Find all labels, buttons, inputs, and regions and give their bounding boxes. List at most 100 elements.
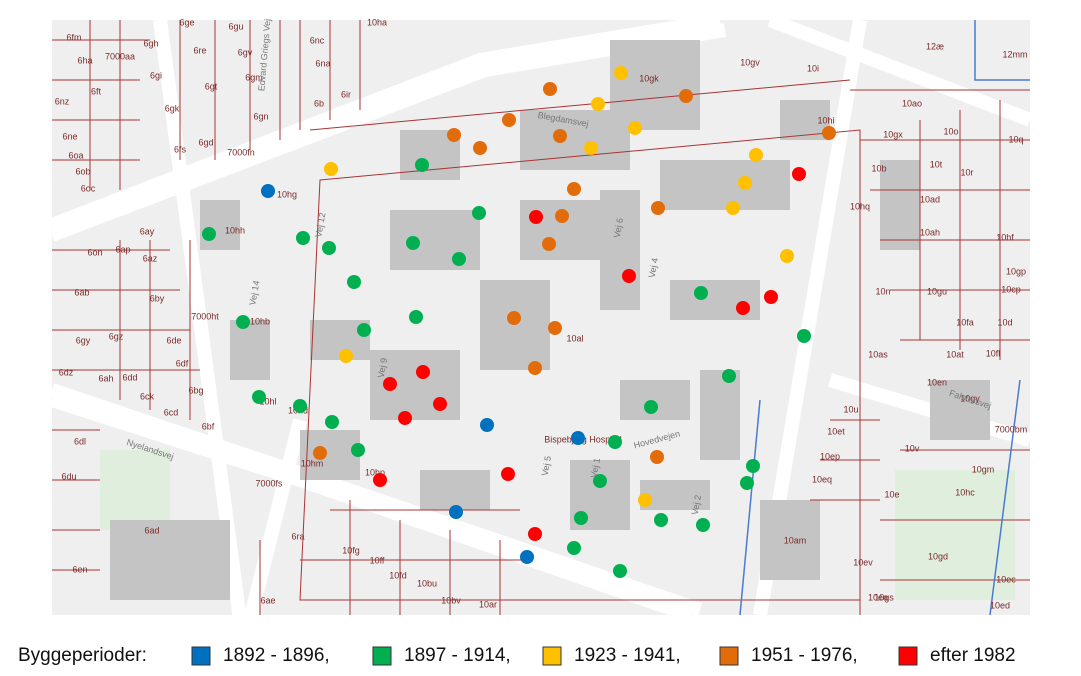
building-dot <box>780 249 794 263</box>
parcel-label: 10et <box>827 426 845 436</box>
building-dot <box>452 252 466 266</box>
parcel-label: 10am <box>784 535 807 545</box>
building-dot <box>679 89 693 103</box>
parcel-label: 6du <box>61 471 76 481</box>
building-dot <box>351 443 365 457</box>
building-dot <box>261 184 275 198</box>
parcel-label: 6ir <box>341 89 351 99</box>
parcel-label: 6ne <box>62 131 77 141</box>
building-dot <box>694 286 708 300</box>
parcel-label: 6gt <box>205 81 218 91</box>
building-dot <box>528 361 542 375</box>
parcel-label: 10ev <box>853 557 873 567</box>
parcel-label: 6re <box>193 45 206 55</box>
building-dot <box>520 550 534 564</box>
building-dot <box>822 126 836 140</box>
parcel-label: 6oc <box>81 183 96 193</box>
legend-swatch <box>542 646 562 666</box>
parcel-label: 6gz <box>109 331 124 341</box>
legend-swatch <box>372 646 392 666</box>
building-dot <box>502 113 516 127</box>
parcel-label: 10cp <box>1001 284 1021 294</box>
parcel-label: 12mm <box>1002 49 1027 59</box>
parcel-label: 6b <box>314 98 324 108</box>
legend-title: Byggeperioder: <box>18 645 147 666</box>
parcel-label: 10hl <box>259 396 276 406</box>
parcel-label: 10q <box>1008 134 1023 144</box>
parcel-label: 7000ht <box>191 311 219 321</box>
parcel-label: 10eq <box>812 474 832 484</box>
parcel-label: 6gd <box>198 137 213 147</box>
legend-swatch <box>898 646 918 666</box>
legend-swatch <box>719 646 739 666</box>
road-label: Vej 14 <box>247 280 261 306</box>
road-label: Vej 9 <box>376 357 389 378</box>
building-dot <box>696 518 710 532</box>
parcel-label: 6ck <box>140 391 155 401</box>
building-dot <box>567 541 581 555</box>
building-dot <box>433 397 447 411</box>
parcel-label: 6ab <box>74 287 89 297</box>
building-dot <box>409 310 423 324</box>
building-dot <box>571 431 585 445</box>
parcel-label: 6ge <box>179 17 194 27</box>
parcel-label: 6de <box>166 335 181 345</box>
road-label: Vej 12 <box>313 212 327 238</box>
parcel-label: 10n <box>875 286 890 296</box>
building-dot <box>543 82 557 96</box>
parcel-label: 6gi <box>150 70 162 80</box>
building-dot <box>293 399 307 413</box>
building-dot <box>584 141 598 155</box>
parcel-label: 10gv <box>740 57 760 67</box>
building-dot <box>613 564 627 578</box>
road-label: Vej 2 <box>690 494 703 515</box>
parcel-label: 10hc <box>955 487 975 497</box>
building-dot <box>593 474 607 488</box>
building-dot <box>614 66 628 80</box>
building-dot <box>722 369 736 383</box>
parcel-label: 10ep <box>820 451 840 461</box>
building-dot <box>574 511 588 525</box>
legend-label: efter 1982 <box>930 645 1016 666</box>
parcel-label: 12æ <box>926 41 944 51</box>
parcel-label: 6df <box>176 358 189 368</box>
building-dot <box>529 210 543 224</box>
parcel-label: 10u <box>843 404 858 414</box>
parcel-label: 10hp <box>365 467 385 477</box>
parcel-label: 10hi <box>817 115 834 125</box>
parcel-label: 6ob <box>75 166 90 176</box>
parcel-label: 6gk <box>165 103 180 113</box>
parcel-label: 10d <box>997 317 1012 327</box>
parcel-label: 6oa <box>68 150 83 160</box>
building-dot <box>749 148 763 162</box>
building-dot <box>473 141 487 155</box>
parcel-label: 10ea <box>868 592 888 602</box>
parcel-label: 6dl <box>74 436 86 446</box>
legend-label: 1897 - 1914, <box>404 645 511 666</box>
parcel-label: 6na <box>315 58 330 68</box>
parcel-label: 10ao <box>902 98 922 108</box>
parcel-label: 10gu <box>927 286 947 296</box>
building-dot <box>313 446 327 460</box>
legend-label: 1923 - 1941, <box>574 645 681 666</box>
parcel-label: 6gv <box>238 47 253 57</box>
parcel-label: 10bu <box>417 578 437 588</box>
parcel-label: 10en <box>927 377 947 387</box>
building-dot <box>591 97 605 111</box>
parcel-label: 10fa <box>956 317 974 327</box>
building-dot <box>252 390 266 404</box>
parcel-label: 6dz <box>59 367 74 377</box>
building-dot <box>357 323 371 337</box>
parcel-label: 6gh <box>143 38 158 48</box>
building-dot <box>622 269 636 283</box>
parcel-label: 10hg <box>277 189 297 199</box>
legend-label: 1951 - 1976, <box>751 645 858 666</box>
parcel-label: 6ae <box>260 595 275 605</box>
parcel-label: 10ad <box>920 194 940 204</box>
parcel-label: 6fm <box>66 32 81 42</box>
parcel-label: 10hf <box>996 232 1014 242</box>
parcel-label: 10b <box>871 163 886 173</box>
legend-swatch <box>191 646 211 666</box>
parcel-label: 10ha <box>367 17 387 27</box>
